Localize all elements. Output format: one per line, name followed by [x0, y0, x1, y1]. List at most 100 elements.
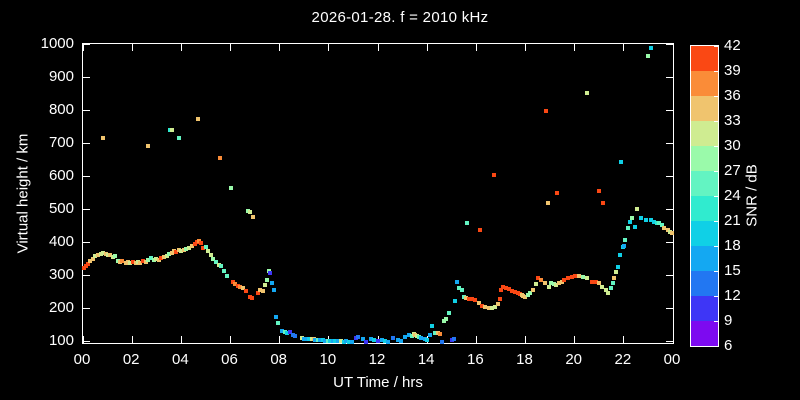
data-point — [363, 339, 368, 344]
data-point — [478, 228, 483, 233]
y-tick-label: 900 — [48, 68, 74, 85]
data-point — [610, 280, 615, 285]
data-point — [323, 338, 328, 343]
y-tick-label: 500 — [48, 200, 74, 217]
data-point — [260, 288, 265, 293]
data-point — [228, 185, 233, 190]
data-point — [93, 253, 98, 258]
data-point — [447, 310, 452, 315]
y-tick — [83, 340, 90, 342]
x-tick-top — [230, 44, 231, 51]
x-tick-label: 02 — [122, 351, 140, 368]
data-point — [597, 280, 602, 285]
y-tick — [83, 175, 90, 177]
data-point — [266, 268, 271, 273]
data-point — [200, 245, 205, 250]
data-point — [108, 252, 113, 257]
data-point — [270, 280, 275, 285]
colorbar-block — [691, 221, 718, 246]
colorbar-tick — [714, 195, 718, 197]
data-point — [600, 284, 605, 289]
data-point — [145, 258, 150, 263]
data-point — [486, 306, 491, 310]
data-point — [230, 280, 235, 285]
data-point — [606, 290, 611, 295]
data-point — [659, 223, 664, 228]
y-tick-label: 300 — [48, 266, 74, 283]
data-point — [618, 252, 623, 257]
y-tick-right — [666, 340, 673, 342]
data-point — [501, 284, 506, 289]
data-point — [493, 305, 498, 309]
y-tick — [83, 241, 90, 243]
data-point — [356, 335, 361, 340]
data-point — [509, 288, 514, 293]
data-point — [353, 336, 358, 341]
x-tick — [623, 336, 625, 343]
data-point — [469, 297, 474, 302]
y-tick-label: 100 — [48, 332, 74, 349]
colorbar-tick-label: 12 — [724, 287, 741, 304]
data-point — [497, 297, 502, 302]
data-point — [307, 337, 312, 342]
data-point — [346, 339, 351, 344]
data-point — [449, 338, 454, 342]
x-tick-label: 16 — [466, 351, 484, 368]
data-point — [105, 252, 110, 257]
colorbar-tick — [714, 120, 718, 122]
data-point — [403, 335, 408, 340]
data-point — [546, 284, 551, 289]
data-point — [112, 253, 117, 258]
data-point — [473, 298, 478, 303]
data-point — [522, 295, 527, 300]
y-tick-right — [666, 274, 673, 276]
data-point — [151, 258, 156, 263]
x-tick-top — [426, 44, 428, 51]
data-point — [360, 337, 365, 342]
data-point — [315, 338, 320, 342]
x-axis-label: UT Time / hrs — [333, 374, 423, 391]
data-point — [131, 260, 136, 265]
y-tick — [83, 307, 90, 309]
x-tick — [180, 336, 182, 343]
data-point — [123, 261, 128, 266]
colorbar-block — [691, 246, 718, 271]
data-point — [276, 320, 281, 325]
data-point — [184, 246, 189, 251]
data-point — [339, 339, 344, 343]
data-point — [222, 268, 227, 273]
data-point — [635, 207, 640, 211]
data-point — [616, 265, 621, 270]
data-point — [218, 155, 223, 160]
y-tick-right — [666, 241, 673, 243]
data-point — [600, 200, 605, 205]
data-point — [425, 338, 430, 342]
data-point — [603, 287, 608, 292]
data-point — [629, 215, 634, 220]
data-point — [186, 245, 191, 250]
y-tick — [83, 142, 90, 144]
data-point — [590, 279, 595, 284]
y-tick-right — [666, 142, 673, 144]
data-point — [454, 279, 459, 284]
data-point — [570, 274, 575, 279]
colorbar-tick — [714, 45, 718, 47]
y-tick — [83, 274, 90, 276]
data-point — [461, 295, 466, 300]
data-point — [206, 248, 211, 253]
data-point — [627, 220, 632, 225]
data-point — [386, 339, 391, 344]
colorbar-tick-label: 18 — [724, 237, 741, 254]
colorbar-tick — [714, 220, 718, 222]
data-point — [196, 116, 201, 121]
data-point — [416, 335, 421, 340]
data-point — [504, 285, 509, 290]
y-tick-label: 800 — [48, 101, 74, 118]
colorbar-tick-label: 30 — [724, 137, 741, 154]
data-point — [530, 287, 535, 292]
colorbar-tick — [714, 295, 718, 297]
data-point — [655, 220, 660, 225]
colorbar-tick-label: 42 — [724, 37, 741, 54]
x-tick-top — [180, 44, 182, 51]
data-point — [83, 264, 88, 269]
